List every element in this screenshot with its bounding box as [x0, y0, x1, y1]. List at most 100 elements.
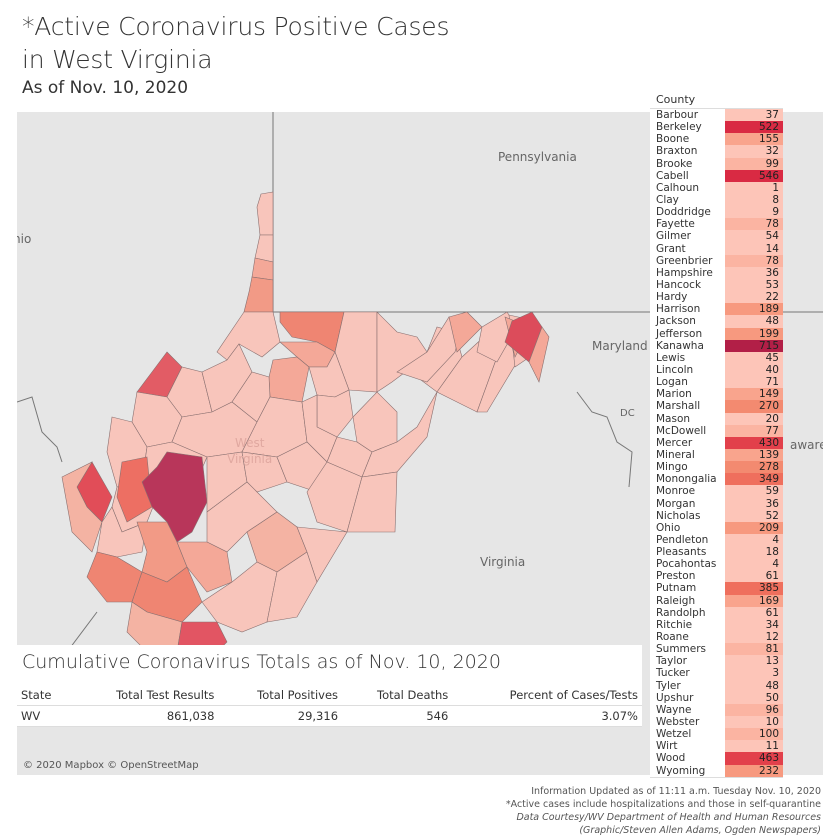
county-name: Jackson: [656, 315, 696, 328]
county-row[interactable]: Upshur 50: [650, 691, 783, 704]
county-name: Webster: [656, 716, 700, 729]
county-active-cases: 36: [725, 497, 783, 510]
county-name: Preston: [656, 570, 696, 583]
county-row[interactable]: Calhoun 1: [650, 181, 783, 194]
county-active-cases: 715: [725, 339, 783, 352]
county-name: Kanawha: [656, 339, 704, 352]
county-row[interactable]: Wetzel 100: [650, 728, 783, 741]
county-row[interactable]: Preston 61: [650, 570, 783, 583]
county-active-cases: 45: [725, 351, 783, 364]
county-row[interactable]: Wyoming 232: [650, 764, 783, 777]
county-name: Pocahontas: [656, 558, 717, 571]
county-row[interactable]: Hancock 53: [650, 278, 783, 292]
map-label-delaware: aware: [790, 438, 823, 452]
county-row[interactable]: Nicholas 52: [650, 509, 783, 522]
county-row[interactable]: Pendleton 4: [650, 533, 783, 547]
county-row[interactable]: Mingo 278: [650, 461, 783, 474]
county-row[interactable]: Jefferson 199: [650, 327, 783, 340]
county-row[interactable]: Marion 149: [650, 388, 783, 401]
county-row[interactable]: Pleasants 18: [650, 546, 783, 559]
county-active-cases: 3: [725, 667, 783, 680]
county-row[interactable]: Marshall 270: [650, 400, 783, 413]
county-row[interactable]: Summers 81: [650, 643, 783, 656]
map-attribution[interactable]: © 2020 Mapbox © OpenStreetMap: [23, 760, 199, 771]
county-row[interactable]: Ohio 209: [650, 521, 783, 534]
county-active-cases: 149: [725, 388, 783, 401]
county-row[interactable]: Tucker 3: [650, 667, 783, 680]
county-row[interactable]: Gilmer 54: [650, 230, 783, 243]
county-row[interactable]: McDowell 77: [650, 424, 783, 437]
county-row[interactable]: Doddridge 9: [650, 206, 783, 219]
page-title: *Active Coronavirus Positive Cases in We…: [22, 10, 449, 76]
county-row[interactable]: Harrison 189: [650, 303, 783, 316]
county-name: Mason: [656, 412, 691, 425]
county-row[interactable]: Tyler 48: [650, 679, 783, 692]
county-row[interactable]: Putnam 385: [650, 582, 783, 595]
map-label-maryland: Maryland: [592, 339, 648, 353]
county-active-cases: 52: [725, 509, 783, 522]
county-row[interactable]: Fayette 78: [650, 218, 783, 231]
cell-total-deaths: 546: [342, 705, 453, 727]
county-name: Harrison: [656, 303, 701, 316]
county-name: Lewis: [656, 351, 686, 364]
county-row[interactable]: Pocahontas 4: [650, 558, 783, 571]
county-name: Ritchie: [656, 618, 693, 631]
totals-table: State Total Test Results Total Positives…: [17, 685, 642, 727]
county-name: Monroe: [656, 485, 696, 498]
map-label-west-virginia-1: West: [235, 436, 265, 450]
county-row[interactable]: Berkeley 522: [650, 121, 783, 134]
county-row[interactable]: Logan 71: [650, 376, 783, 389]
county-row[interactable]: Wirt 11: [650, 740, 783, 753]
county-row[interactable]: Boone 155: [650, 133, 783, 146]
county-row[interactable]: Raleigh 169: [650, 594, 783, 607]
county-row[interactable]: Taylor 13: [650, 655, 783, 668]
county-row[interactable]: Grant 14: [650, 242, 783, 255]
county-row[interactable]: Webster 10: [650, 716, 783, 729]
county-active-cases: 209: [725, 521, 783, 534]
county-row[interactable]: Monongalia 349: [650, 473, 783, 486]
county-name: Marion: [656, 388, 692, 401]
county-active-cases: 18: [725, 546, 783, 559]
county-row[interactable]: Brooke 99: [650, 157, 783, 170]
county-name: Hancock: [656, 278, 702, 291]
county-active-cases: 278: [725, 461, 783, 474]
county-active-cases: 59: [725, 485, 783, 498]
county-row[interactable]: Greenbrier 78: [650, 254, 783, 267]
county-row[interactable]: Mineral 139: [650, 448, 783, 462]
footer-data-source: Data Courtesy/WV Department of Health an…: [516, 812, 821, 823]
county-row[interactable]: Kanawha 715: [650, 339, 783, 352]
county-row[interactable]: Mercer 430: [650, 436, 783, 449]
county-row[interactable]: Wood 463: [650, 752, 783, 765]
county-row[interactable]: Braxton 32: [650, 145, 783, 158]
county-row[interactable]: Randolph 61: [650, 606, 783, 619]
county-name: Nicholas: [656, 509, 701, 522]
totals-title: Cumulative Coronavirus Totals as of Nov.…: [17, 645, 642, 681]
county-name: Calhoun: [656, 181, 700, 194]
county-name: Logan: [656, 376, 688, 389]
county-row[interactable]: Lincoln 40: [650, 363, 783, 377]
county-row[interactable]: Morgan 36: [650, 497, 783, 510]
county-name: Cabell: [656, 169, 689, 182]
county-row[interactable]: Hampshire 36: [650, 266, 783, 279]
county-row[interactable]: Mason 20: [650, 412, 783, 425]
county-row[interactable]: Monroe 59: [650, 485, 783, 498]
county-row[interactable]: Wayne 96: [650, 703, 783, 717]
map-label-dc: DC: [620, 408, 635, 419]
county-active-cases: 48: [725, 315, 783, 328]
cell-total-positives: 29,316: [218, 705, 343, 727]
county-row[interactable]: Hardy 22: [650, 291, 783, 304]
county-name: Upshur: [656, 691, 694, 704]
county-row[interactable]: Barbour 37: [650, 109, 783, 122]
map-label-ohio: hio: [17, 232, 32, 246]
county-name: Lincoln: [656, 363, 694, 376]
county-active-cases: 4: [725, 558, 783, 571]
county-row[interactable]: Roane 12: [650, 631, 783, 644]
county-row[interactable]: Cabell 546: [650, 169, 783, 182]
county-name: Mingo: [656, 461, 688, 474]
county-name: Tucker: [656, 667, 690, 680]
county-row[interactable]: Clay 8: [650, 193, 783, 207]
county-row[interactable]: Jackson 48: [650, 315, 783, 328]
county-row[interactable]: Ritchie 34: [650, 618, 783, 632]
county-row[interactable]: Lewis 45: [650, 351, 783, 364]
cell-total-test-results: 861,038: [70, 705, 219, 727]
